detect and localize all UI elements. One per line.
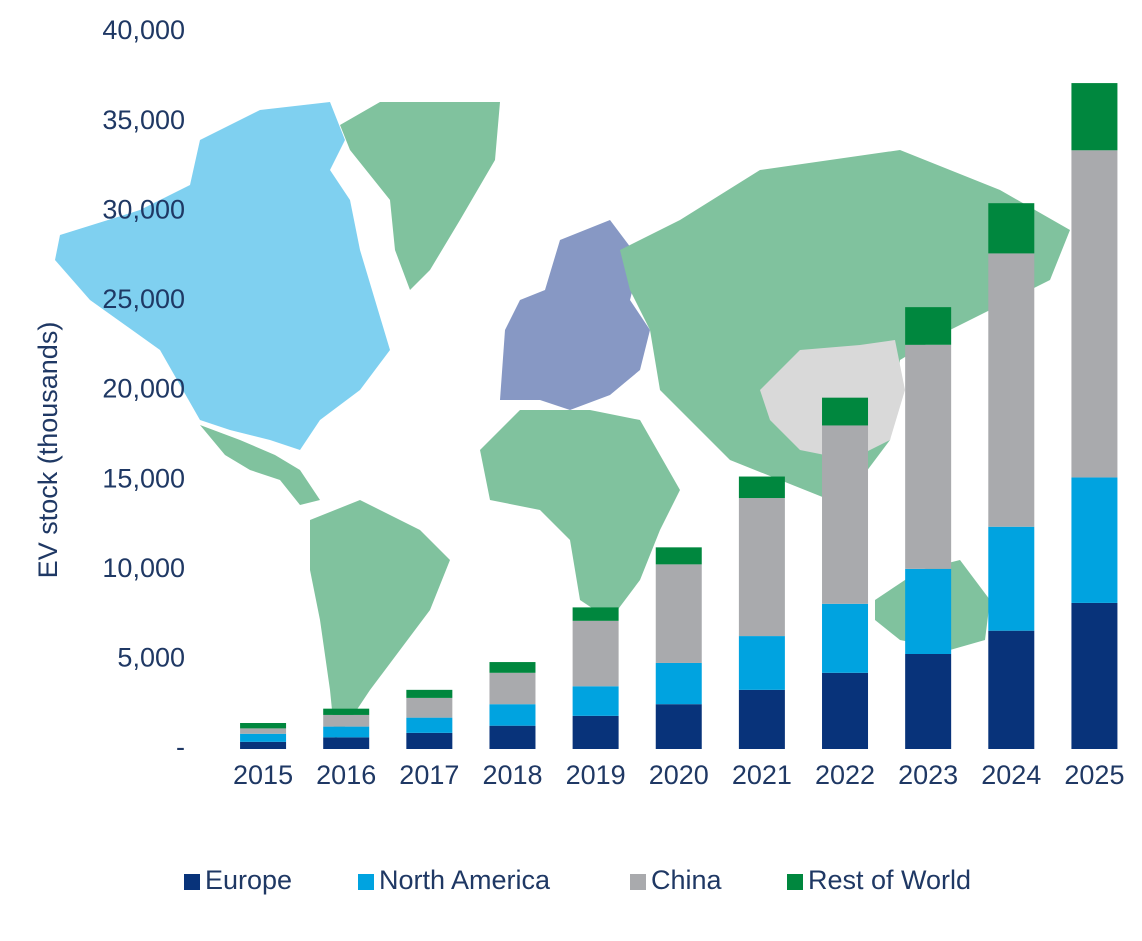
bar-segment [822,425,869,604]
bar-segment [738,476,785,499]
bar-segment [323,714,370,727]
bar-segment [822,603,869,673]
x-tick-label: 2015 [233,760,293,790]
bar-segment [655,564,702,663]
x-tick-label: 2023 [898,760,958,790]
bar-segment [905,307,952,345]
bar-segment [406,732,453,749]
bar-segment [406,697,453,718]
bar-segment [406,717,453,733]
bar-segment [572,620,619,687]
bar-segment [323,737,370,749]
y-tick-label: - [176,732,185,762]
bar-segment [1071,150,1118,478]
y-tick-label: 30,000 [102,194,185,224]
bar-segment [240,728,287,734]
bar-segment [738,636,785,690]
bar-segment [988,253,1035,527]
legend-swatch [787,874,803,890]
y-tick-label: 20,000 [102,374,185,404]
bar-segment [1071,477,1118,603]
y-tick-label: 10,000 [102,553,185,583]
bar-segment [572,607,619,621]
legend-swatch [630,874,646,890]
bar-segment [655,704,702,749]
x-tick-label: 2022 [815,760,875,790]
legend-label: China [651,865,723,895]
bar-segment [489,725,536,749]
bar-segment [655,547,702,565]
bar-segment [738,498,785,637]
y-tick-label: 15,000 [102,463,185,493]
bar-segment [905,653,952,749]
x-tick-label: 2025 [1064,760,1124,790]
x-tick-label: 2019 [566,760,626,790]
bar-segment [240,733,287,742]
bar-segment [572,715,619,749]
y-tick-label: 5,000 [117,643,185,673]
bar-segment [572,686,619,716]
legend-label: Europe [205,865,292,895]
bar-segment [905,344,952,569]
bar-segment [988,630,1035,749]
bar-segment [1071,83,1118,151]
africa [480,410,680,620]
europe [500,220,650,410]
x-tick-label: 2021 [732,760,792,790]
bar-segment [489,662,536,673]
bar-segment [822,672,869,749]
bar-segment [1071,602,1118,749]
y-tick-label: 25,000 [102,284,185,314]
bar-segment [323,708,370,715]
bar-segment [323,726,370,738]
south-america [310,500,450,740]
greenland [340,102,500,290]
north-america [55,102,390,450]
y-tick-label: 40,000 [102,15,185,45]
mexico-central-america [200,425,320,505]
x-tick-label: 2020 [649,760,709,790]
bar-segment [905,568,952,654]
x-tick-label: 2024 [981,760,1041,790]
legend-label: North America [379,865,551,895]
bar-segment [655,662,702,705]
bar-segment [822,397,869,426]
bar-segment [988,526,1035,631]
bar-segment [988,203,1035,254]
y-axis-title: EV stock (thousands) [33,322,63,579]
x-tick-label: 2016 [316,760,376,790]
bar-segment [240,741,287,749]
x-tick-label: 2017 [399,760,459,790]
legend-swatch [184,874,200,890]
x-tick-label: 2018 [482,760,542,790]
bar-segment [738,689,785,749]
legend-swatch [358,874,374,890]
bar-segment [406,689,453,698]
asia [620,150,1070,500]
legend-label: Rest of World [808,865,971,895]
y-tick-label: 35,000 [102,105,185,135]
bar-segment [489,704,536,726]
bar-segment [240,723,287,729]
bar-segment [489,672,536,705]
